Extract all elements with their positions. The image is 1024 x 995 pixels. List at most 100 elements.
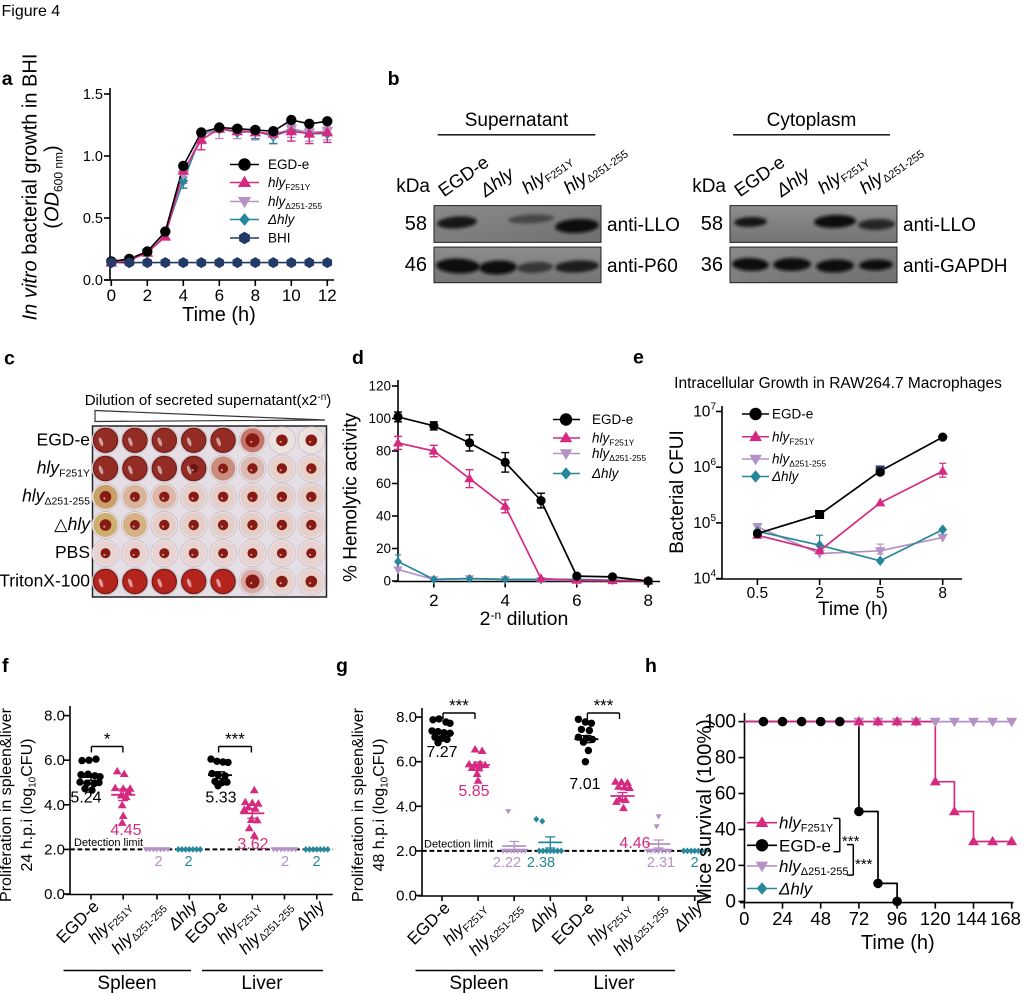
svg-text:0: 0 xyxy=(739,908,749,929)
svg-text:0.0: 0.0 xyxy=(396,888,417,905)
svg-text:kDa: kDa xyxy=(396,176,430,197)
svg-text:2: 2 xyxy=(184,854,192,870)
svg-text:a: a xyxy=(2,68,13,90)
svg-text:40: 40 xyxy=(376,509,391,524)
svg-text:60: 60 xyxy=(715,784,736,805)
svg-text:anti-GAPDH: anti-GAPDH xyxy=(903,256,1008,277)
svg-text:24: 24 xyxy=(772,908,793,929)
svg-text:5.24: 5.24 xyxy=(70,790,101,807)
svg-text:Proliferation in spleen&liver: Proliferation in spleen&liver xyxy=(350,707,367,902)
svg-text:4: 4 xyxy=(500,591,509,610)
svg-text:2: 2 xyxy=(815,585,824,602)
svg-text:hlyΔ251-255: hlyΔ251-255 xyxy=(22,486,90,508)
svg-text:80: 80 xyxy=(376,444,391,459)
svg-text:48 h.p.i (log10CFU): 48 h.p.i (log10CFU) xyxy=(371,739,391,872)
svg-text:hlyF251Y: hlyF251Y xyxy=(772,429,815,446)
svg-text:58: 58 xyxy=(405,213,427,235)
svg-text:24 h.p.i (log10CFU): 24 h.p.i (log10CFU) xyxy=(19,739,39,872)
svg-text:Proliferation in spleen&liver: Proliferation in spleen&liver xyxy=(0,707,15,902)
svg-text:anti-LLO: anti-LLO xyxy=(903,215,976,236)
svg-text:36: 36 xyxy=(701,254,723,276)
svg-text:hlyF251Y: hlyF251Y xyxy=(779,814,834,835)
svg-text:*: * xyxy=(104,730,111,749)
svg-text:0: 0 xyxy=(107,286,116,305)
svg-text:8: 8 xyxy=(938,585,947,602)
svg-text:5.33: 5.33 xyxy=(205,790,236,807)
svg-text:Cytoplasm: Cytoplasm xyxy=(767,110,857,131)
svg-text:5.85: 5.85 xyxy=(458,783,489,800)
svg-text:6: 6 xyxy=(572,591,581,610)
svg-text:5: 5 xyxy=(876,585,885,602)
svg-text:2: 2 xyxy=(691,855,699,871)
svg-text:12: 12 xyxy=(318,286,337,305)
svg-text:Supernatant: Supernatant xyxy=(465,110,569,131)
svg-text:Spleen: Spleen xyxy=(449,973,508,994)
svg-text:40: 40 xyxy=(715,820,736,841)
svg-text:3.62: 3.62 xyxy=(237,836,268,853)
svg-text:Δhly: Δhly xyxy=(591,466,620,481)
svg-text:anti-P60: anti-P60 xyxy=(607,256,678,277)
svg-text:% Hemolytic activity: % Hemolytic activity xyxy=(341,413,362,582)
svg-text:144: 144 xyxy=(956,908,987,929)
svg-text:hlyΔ251-255: hlyΔ251-255 xyxy=(592,446,646,463)
svg-text:f: f xyxy=(2,655,9,677)
svg-text:0.0: 0.0 xyxy=(44,886,65,903)
svg-text:Spleen: Spleen xyxy=(97,973,156,994)
svg-text:Time (h): Time (h) xyxy=(182,304,256,326)
svg-text:0.5: 0.5 xyxy=(83,211,103,227)
svg-text:PBS: PBS xyxy=(55,542,90,562)
svg-text:Liver: Liver xyxy=(241,973,283,994)
svg-text:g: g xyxy=(336,655,348,677)
svg-text:8.0: 8.0 xyxy=(44,708,65,725)
svg-text:2: 2 xyxy=(154,854,162,870)
svg-text:d: d xyxy=(352,347,364,369)
svg-text:2.0: 2.0 xyxy=(396,843,417,860)
svg-text:Δhly: Δhly xyxy=(267,212,296,227)
svg-text:BHI: BHI xyxy=(268,231,291,246)
svg-text:hlyF251Y: hlyF251Y xyxy=(37,458,90,480)
svg-text:2: 2 xyxy=(429,591,438,610)
svg-text:4.45: 4.45 xyxy=(110,822,141,839)
svg-text:hlyΔ251-255: hlyΔ251-255 xyxy=(268,194,322,211)
svg-text:2: 2 xyxy=(281,854,289,870)
svg-text:0: 0 xyxy=(383,574,391,589)
svg-text:Detection limit: Detection limit xyxy=(424,838,493,850)
svg-text:4.0: 4.0 xyxy=(396,798,417,815)
svg-text:h: h xyxy=(645,655,657,677)
svg-text:8: 8 xyxy=(643,591,652,610)
svg-text:0.0: 0.0 xyxy=(83,273,103,289)
svg-text:10: 10 xyxy=(282,286,301,305)
svg-text:EGD-e: EGD-e xyxy=(268,157,309,172)
svg-text:100: 100 xyxy=(368,411,391,426)
svg-text:EGD-e: EGD-e xyxy=(779,836,831,855)
svg-text:2.22: 2.22 xyxy=(493,855,521,871)
svg-text:20: 20 xyxy=(376,541,391,556)
svg-text:***: *** xyxy=(594,696,614,715)
svg-text:2-n dilution: 2-n dilution xyxy=(480,608,569,630)
svg-text:120: 120 xyxy=(368,379,391,394)
svg-text:Liver: Liver xyxy=(593,973,635,994)
svg-text:72: 72 xyxy=(849,908,870,929)
svg-text:6: 6 xyxy=(215,286,224,305)
svg-text:In vitro bacterial growth in B: In vitro bacterial growth in BHI xyxy=(20,54,42,321)
svg-text:96: 96 xyxy=(887,908,908,929)
svg-text:Δhly: Δhly xyxy=(771,469,800,484)
svg-text:4.0: 4.0 xyxy=(44,797,65,814)
svg-text:TritonX-100: TritonX-100 xyxy=(0,571,90,591)
svg-text:hlyF251Y: hlyF251Y xyxy=(592,431,635,448)
svg-text:80: 80 xyxy=(715,748,736,769)
svg-text:c: c xyxy=(4,348,15,370)
svg-text:e: e xyxy=(633,347,644,369)
svg-text:8.0: 8.0 xyxy=(396,709,417,726)
svg-text:Detection limit: Detection limit xyxy=(74,837,143,849)
svg-text:168: 168 xyxy=(990,908,1021,929)
svg-text:4.46: 4.46 xyxy=(619,835,650,852)
svg-text:***: *** xyxy=(842,833,860,850)
svg-text:120: 120 xyxy=(920,908,951,929)
svg-text:2.0: 2.0 xyxy=(44,841,65,858)
svg-text:1.0: 1.0 xyxy=(83,149,103,165)
svg-text:2: 2 xyxy=(312,854,320,870)
svg-text:1.5: 1.5 xyxy=(83,87,103,103)
svg-text:Time (h): Time (h) xyxy=(861,932,935,954)
svg-text:2: 2 xyxy=(143,286,152,305)
